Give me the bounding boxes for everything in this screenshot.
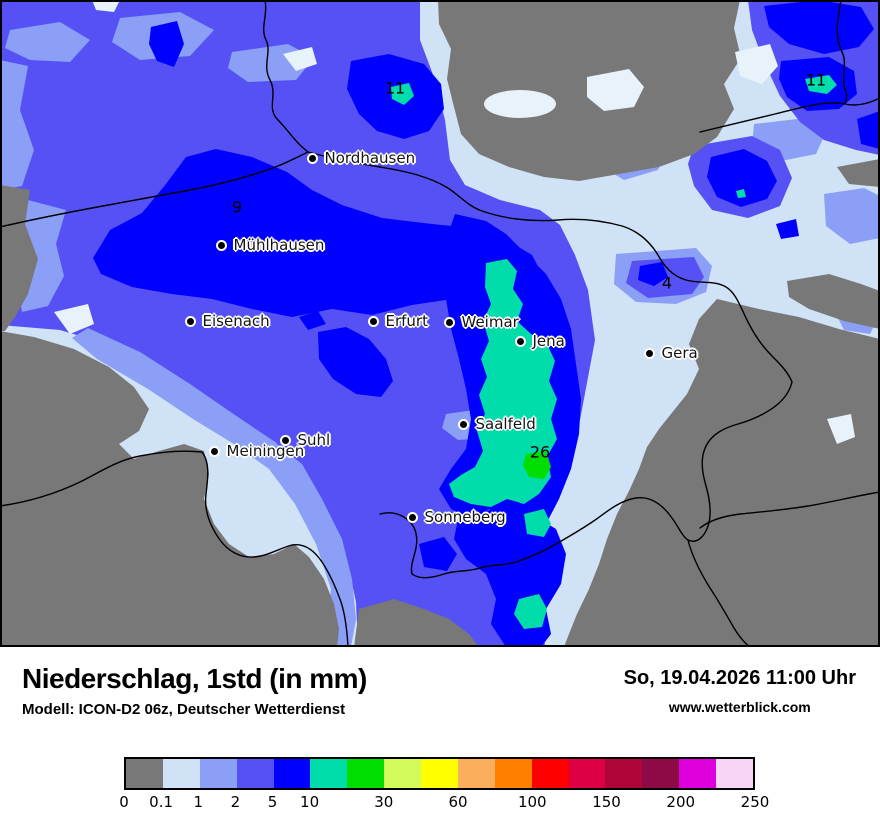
- legend-tick-label: 100: [517, 793, 547, 811]
- legend-tick-label: 1: [193, 793, 204, 811]
- legend-tick-label: 0: [119, 793, 129, 811]
- legend-segment: [126, 759, 163, 788]
- city-dot: [516, 337, 524, 345]
- precipitation-value-label: 11: [384, 78, 406, 98]
- legend-segment: [679, 759, 716, 788]
- city-label: Weimar: [461, 313, 519, 331]
- city-dot: [281, 436, 289, 444]
- legend-segment: [457, 759, 495, 788]
- website-url: www.wetterblick.com: [668, 699, 811, 715]
- legend-segment: [162, 759, 200, 788]
- precipitation-value-label: 11: [805, 70, 827, 90]
- city-label: Sonneberg: [424, 508, 506, 526]
- precipitation-value-label: 4: [661, 273, 673, 293]
- legend-tick-label: 2: [230, 793, 241, 811]
- city-label: Nordhausen: [324, 149, 416, 167]
- legend-tick-label: 150: [592, 793, 621, 811]
- city-marker-weimar: Weimar: [445, 313, 519, 331]
- legend-tick-label: 10: [300, 793, 320, 811]
- city-dot: [459, 420, 467, 428]
- city-label: Saalfeld: [475, 415, 536, 433]
- city-marker-sonneberg: Sonneberg: [408, 508, 506, 526]
- legend-segment: [347, 759, 385, 788]
- legend-segment: [199, 759, 237, 788]
- city-marker-erfurt: Erfurt: [369, 312, 428, 330]
- footer-left: Niederschlag, 1std (in mm) Modell: ICON-…: [22, 663, 367, 718]
- city-dot: [445, 318, 453, 326]
- city-dot: [408, 513, 416, 521]
- legend-segment: [494, 759, 532, 788]
- city-label: Gera: [661, 344, 698, 362]
- legend-tick-label: 60: [448, 793, 468, 811]
- city-dot: [217, 241, 225, 249]
- legend-segment: [642, 759, 680, 788]
- city-dot: [210, 447, 218, 455]
- legend-segment: [236, 759, 274, 788]
- legend-segment: [310, 759, 348, 788]
- legend-tick-label: 30: [374, 793, 394, 811]
- legend-segment: [716, 759, 753, 788]
- city-marker-meiningen: Meiningen: [210, 442, 305, 460]
- city-dot: [369, 317, 377, 325]
- legend-segment: [605, 759, 643, 788]
- city-label: Mühlhausen: [233, 236, 325, 254]
- legend-tick-label: 250: [740, 793, 770, 811]
- legend-tick-label: 200: [666, 793, 696, 811]
- city-marker-muehlhausen: Mühlhausen: [217, 236, 325, 254]
- city-marker-suhl: Suhl: [281, 431, 331, 449]
- city-label: Suhl: [297, 431, 331, 449]
- legend-segment: [421, 759, 458, 788]
- precipitation-map: Nordhausen Mühlhausen Eisenach Erfurt Weimar…: [0, 0, 880, 647]
- page-title: Niederschlag, 1std (in mm): [22, 663, 367, 694]
- legend-tick-labels: 0 0.1 1 2 5 10 30 60 100 150 200 250: [119, 793, 769, 815]
- city-marker-nordhausen: Nordhausen: [308, 149, 416, 167]
- forecast-datetime: So, 19.04.2026 11:00 Uhr: [623, 667, 856, 689]
- city-dot: [645, 349, 653, 357]
- legend-segment: [273, 759, 311, 788]
- legend-tick-label: 5: [267, 793, 278, 811]
- precipitation-value-label: 26: [529, 442, 551, 462]
- city-label: Jena: [532, 332, 565, 350]
- city-label: Meiningen: [226, 442, 305, 460]
- legend-color-bar: [124, 757, 755, 790]
- city-label: Erfurt: [385, 312, 428, 330]
- precipitation-value-label: 9: [231, 197, 243, 217]
- city-marker-gera: Gera: [645, 344, 698, 362]
- city-dot: [186, 317, 194, 325]
- city-marker-saalfeld: Saalfeld: [459, 415, 536, 433]
- city-label: Eisenach: [202, 312, 270, 330]
- map-footer: Niederschlag, 1std (in mm) Modell: ICON-…: [0, 647, 880, 718]
- city-marker-eisenach: Eisenach: [186, 312, 270, 330]
- city-marker-jena: Jena: [516, 332, 565, 350]
- legend-segment: [531, 759, 569, 788]
- legend-segment: [568, 759, 606, 788]
- footer-right: So, 19.04.2026 11:00 Uhr www.wetterblick…: [624, 663, 856, 715]
- model-info: Modell: ICON-D2 06z, Deutscher Wetterdie…: [22, 701, 346, 718]
- legend-tick-label: 0.1: [149, 793, 174, 811]
- city-dot: [308, 154, 316, 162]
- legend-segment: [384, 759, 421, 788]
- precipitation-map-graphic: [0, 0, 880, 647]
- precipitation-legend: 0 0.1 1 2 5 10 30 60 100 150 200 250: [119, 757, 769, 815]
